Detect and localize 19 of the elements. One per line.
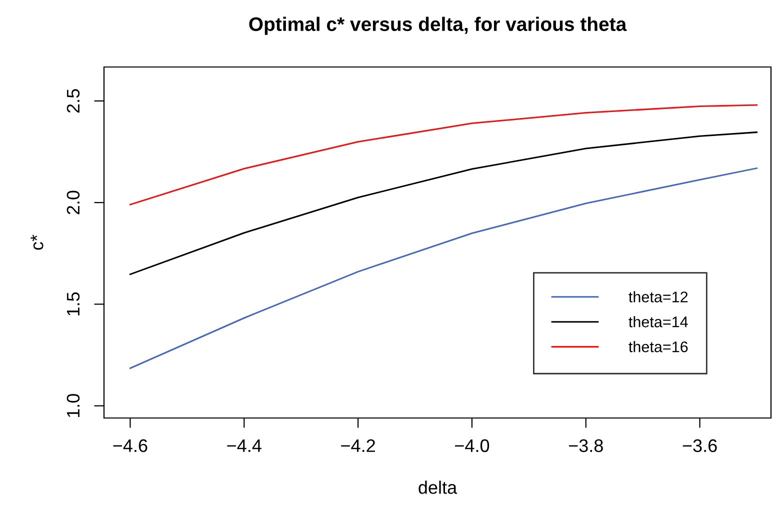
chart-title: Optimal c* versus delta, for various theta — [249, 16, 627, 35]
legend-label: theta=14 — [628, 316, 688, 328]
y-tick-label: 1.5 — [67, 292, 80, 316]
line-series — [129, 167, 758, 369]
x-tick-label: −3.6 — [682, 439, 717, 452]
y-tick-label: 1.0 — [66, 394, 80, 417]
x-tick-label: −4.4 — [227, 439, 262, 452]
x-tick-label: −3.8 — [568, 439, 603, 452]
x-tick-label: −4.2 — [341, 439, 375, 452]
x-axis-title: delta — [418, 480, 458, 494]
y-tick-label: 2.0 — [66, 190, 80, 214]
y-tick-label: 2.5 — [66, 89, 80, 113]
x-tick-label: −4.6 — [113, 439, 148, 452]
legend-label: theta=16 — [628, 341, 688, 352]
line-series — [129, 131, 758, 276]
y-axis-title: c* — [30, 234, 44, 250]
x-tick-label: −4.0 — [455, 439, 490, 452]
legend-label: theta=12 — [628, 291, 688, 302]
line-series — [129, 104, 758, 206]
